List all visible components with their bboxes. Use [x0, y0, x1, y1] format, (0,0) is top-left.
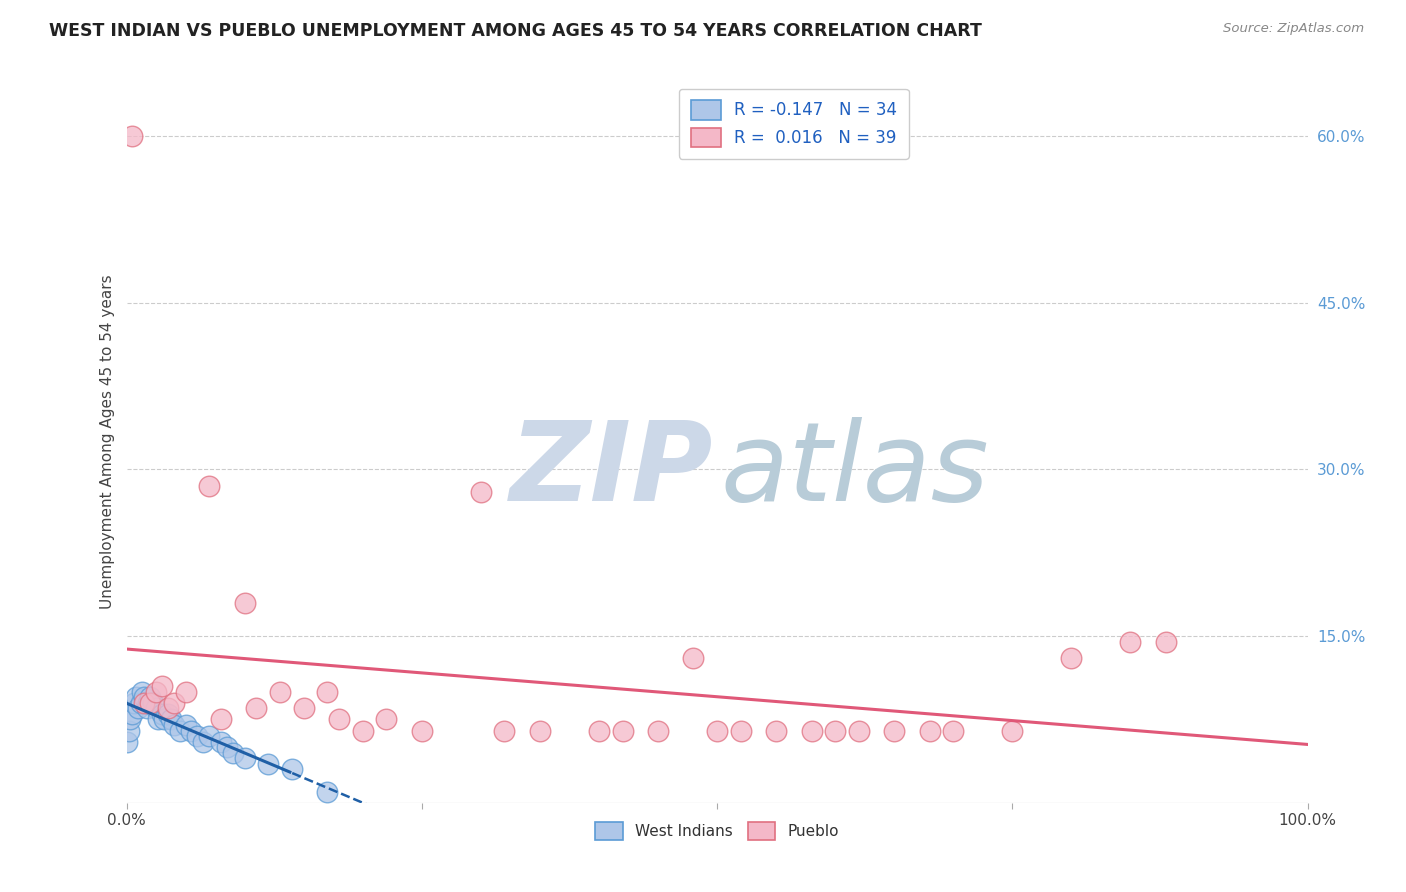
Point: [121, 128, 143, 143]
Point: [125, 690, 148, 705]
Point: [316, 684, 339, 698]
Point: [848, 723, 870, 738]
Point: [682, 651, 704, 665]
Point: [139, 696, 162, 710]
Point: [588, 723, 610, 738]
Point: [122, 696, 145, 710]
Point: [163, 696, 186, 710]
Point: [233, 596, 256, 610]
Point: [145, 701, 167, 715]
Point: [120, 713, 142, 727]
Point: [765, 723, 787, 738]
Point: [135, 701, 157, 715]
Point: [193, 734, 215, 748]
Point: [1154, 634, 1177, 648]
Legend: West Indians, Pueblo: West Indians, Pueblo: [589, 816, 845, 846]
Point: [292, 701, 315, 715]
Text: atlas: atlas: [721, 417, 990, 524]
Point: [470, 484, 492, 499]
Point: [121, 706, 143, 721]
Point: [1119, 634, 1142, 648]
Point: [141, 696, 163, 710]
Point: [118, 723, 141, 738]
Point: [134, 696, 156, 710]
Point: [115, 734, 138, 748]
Point: [209, 713, 232, 727]
Point: [1001, 723, 1024, 738]
Point: [222, 746, 245, 760]
Point: [198, 729, 221, 743]
Point: [180, 723, 202, 738]
Point: [1060, 651, 1083, 665]
Point: [281, 763, 304, 777]
Text: WEST INDIAN VS PUEBLO UNEMPLOYMENT AMONG AGES 45 TO 54 YEARS CORRELATION CHART: WEST INDIAN VS PUEBLO UNEMPLOYMENT AMONG…: [49, 22, 981, 40]
Point: [375, 713, 398, 727]
Point: [174, 684, 197, 698]
Point: [169, 723, 191, 738]
Point: [942, 723, 965, 738]
Point: [198, 479, 221, 493]
Point: [174, 718, 197, 732]
Point: [150, 706, 173, 721]
Point: [160, 713, 183, 727]
Point: [209, 734, 232, 748]
Point: [233, 751, 256, 765]
Point: [153, 713, 176, 727]
Point: [156, 701, 179, 715]
Text: ZIP: ZIP: [510, 417, 713, 524]
Text: Source: ZipAtlas.com: Source: ZipAtlas.com: [1223, 22, 1364, 36]
Point: [245, 701, 267, 715]
Point: [148, 713, 170, 727]
Point: [136, 696, 159, 710]
Point: [134, 690, 156, 705]
Point: [529, 723, 551, 738]
Point: [316, 785, 339, 799]
Point: [824, 723, 846, 738]
Point: [127, 701, 149, 715]
Point: [730, 723, 752, 738]
Point: [494, 723, 516, 738]
Y-axis label: Unemployment Among Ages 45 to 54 years: Unemployment Among Ages 45 to 54 years: [100, 274, 115, 609]
Point: [215, 740, 238, 755]
Point: [186, 729, 208, 743]
Point: [706, 723, 728, 738]
Point: [918, 723, 941, 738]
Point: [257, 756, 280, 771]
Point: [883, 723, 905, 738]
Point: [129, 696, 152, 710]
Point: [150, 679, 173, 693]
Point: [800, 723, 823, 738]
Point: [411, 723, 433, 738]
Point: [612, 723, 634, 738]
Point: [352, 723, 374, 738]
Point: [647, 723, 669, 738]
Point: [328, 713, 350, 727]
Point: [131, 684, 153, 698]
Point: [156, 706, 179, 721]
Point: [269, 684, 291, 698]
Point: [139, 690, 162, 705]
Point: [163, 718, 186, 732]
Point: [145, 684, 167, 698]
